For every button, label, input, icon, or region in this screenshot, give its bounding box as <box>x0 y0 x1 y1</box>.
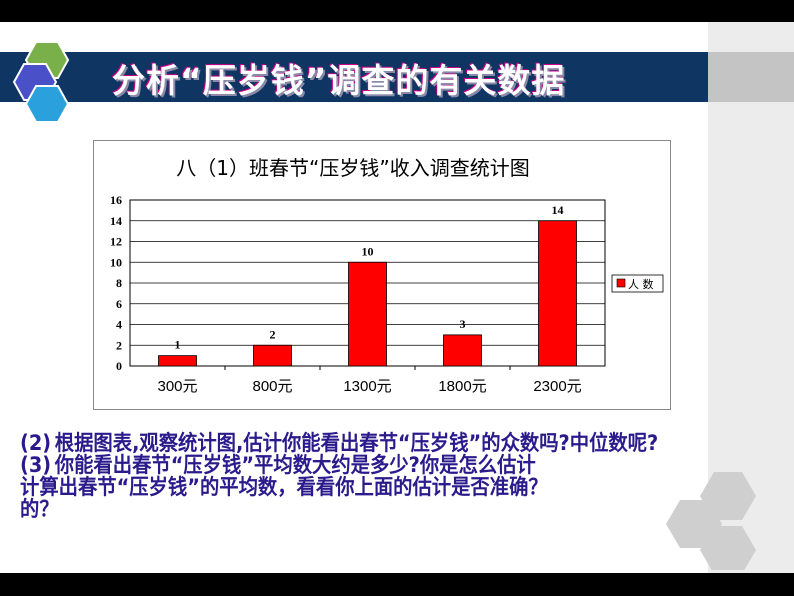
bar <box>348 261 387 367</box>
legend-swatch <box>616 278 626 288</box>
y-tick-label: 6 <box>116 297 122 311</box>
x-tick-label: 1300元 <box>343 378 391 395</box>
question-line-1b: 你能看出春节“压岁钱”平均数大约是多少?你是怎么估计 <box>54 453 536 477</box>
data-label: 3 <box>460 317 466 331</box>
x-tick-label: 2300元 <box>533 378 581 395</box>
title-banner <box>0 52 708 102</box>
y-tick-label: 14 <box>110 214 122 228</box>
bar <box>253 344 292 367</box>
question-text: (2) 根据图表,观察统计图,估计你能看出春节“压岁钱”的众数吗?中位数呢? (3… <box>20 432 658 520</box>
hexagon-logo-icon <box>12 41 70 123</box>
question-line-2: 计算出春节“压岁钱”的平均数，看看你上面的估计是否准确？ <box>20 475 548 499</box>
question-line-3: 的？ <box>20 497 59 521</box>
x-tick-label: 300元 <box>157 378 197 395</box>
y-tick-label: 16 <box>110 193 122 207</box>
data-label: 2 <box>270 327 276 341</box>
question-3-label: (3) <box>20 453 52 477</box>
right-decor-band <box>708 52 794 102</box>
y-tick-label: 0 <box>116 359 122 373</box>
top-black-bar <box>0 0 794 22</box>
question-row-2: (2) 根据图表,观察统计图,估计你能看出春节“压岁钱”的众数吗?中位数呢? <box>20 432 658 454</box>
question-row-3: (3) 你能看出春节“压岁钱”平均数大约是多少?你是怎么估计 <box>20 454 658 476</box>
y-tick-label: 2 <box>116 338 122 352</box>
slide-title: 分析“压岁钱”调查的有关数据 <box>112 61 566 100</box>
legend-label: 人 数 <box>628 278 654 291</box>
y-tick-label: 8 <box>116 276 122 290</box>
bar <box>158 355 197 367</box>
chart-title: 八（1）班春节“压岁钱”收入调查统计图 <box>176 156 530 180</box>
data-label: 1 <box>175 338 181 352</box>
data-label: 10 <box>362 244 374 258</box>
question-2-label: (2) <box>20 431 52 455</box>
question-line-1a: 根据图表,观察统计图,估计你能看出春节“压岁钱”的众数吗?中位数呢? <box>54 431 659 455</box>
x-tick-label: 1800元 <box>438 378 486 395</box>
y-tick-label: 10 <box>110 255 122 269</box>
hexagon-decor-icon <box>666 472 756 570</box>
bottom-black-bar <box>0 573 794 596</box>
y-tick-label: 4 <box>116 318 122 332</box>
y-tick-label: 12 <box>110 235 122 249</box>
x-tick-label: 800元 <box>252 378 292 395</box>
bar <box>443 334 482 367</box>
bar <box>538 220 577 367</box>
data-label: 14 <box>552 203 564 217</box>
